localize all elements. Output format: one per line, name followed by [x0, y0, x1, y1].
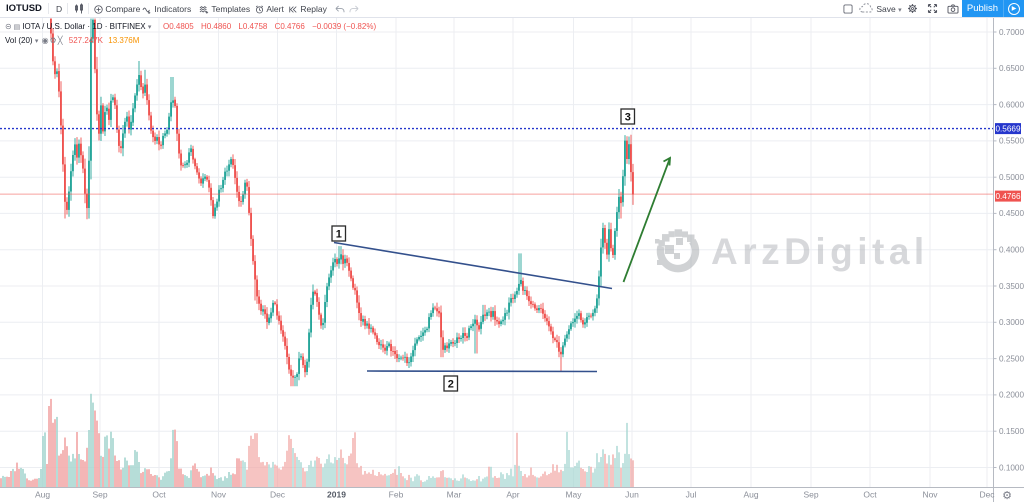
svg-text:ArzDigital: ArzDigital — [711, 231, 929, 272]
svg-text:0.5000: 0.5000 — [999, 173, 1024, 182]
svg-text:Oct: Oct — [863, 490, 877, 500]
svg-text:2019: 2019 — [327, 490, 346, 500]
svg-text:0.7000: 0.7000 — [999, 28, 1024, 37]
svg-text:Sep: Sep — [92, 490, 107, 500]
svg-text:Jun: Jun — [625, 490, 639, 500]
svg-text:0.4000: 0.4000 — [999, 246, 1024, 255]
svg-text:0.5669: 0.5669 — [995, 125, 1020, 134]
svg-text:0.3000: 0.3000 — [999, 318, 1024, 327]
svg-text:Dec: Dec — [979, 490, 995, 500]
svg-text:Dec: Dec — [270, 490, 286, 500]
svg-text:0.1000: 0.1000 — [999, 463, 1024, 472]
svg-text:Feb: Feb — [389, 490, 404, 500]
svg-text:Apr: Apr — [506, 490, 519, 500]
svg-text:Aug: Aug — [35, 490, 50, 500]
svg-text:Aug: Aug — [743, 490, 758, 500]
svg-text:Nov: Nov — [211, 490, 227, 500]
svg-text:0.2000: 0.2000 — [999, 391, 1024, 400]
svg-text:0.4766: 0.4766 — [995, 192, 1020, 201]
svg-text:0.5500: 0.5500 — [999, 137, 1024, 146]
svg-text:2: 2 — [448, 379, 454, 391]
svg-text:Jul: Jul — [686, 490, 697, 500]
svg-text:Nov: Nov — [922, 490, 938, 500]
svg-text:0.1500: 0.1500 — [999, 427, 1024, 436]
svg-text:Mar: Mar — [447, 490, 462, 500]
svg-text:0.3500: 0.3500 — [999, 282, 1024, 291]
svg-text:0.2500: 0.2500 — [999, 354, 1024, 363]
svg-text:3: 3 — [625, 112, 631, 124]
svg-text:May: May — [565, 490, 582, 500]
svg-text:Sep: Sep — [803, 490, 818, 500]
svg-text:0.4500: 0.4500 — [999, 209, 1024, 218]
svg-text:0.6000: 0.6000 — [999, 100, 1024, 109]
svg-text:1: 1 — [336, 229, 342, 241]
svg-text:0.6500: 0.6500 — [999, 64, 1024, 73]
svg-text:Oct: Oct — [152, 490, 166, 500]
svg-text:⚙: ⚙ — [1002, 490, 1012, 502]
